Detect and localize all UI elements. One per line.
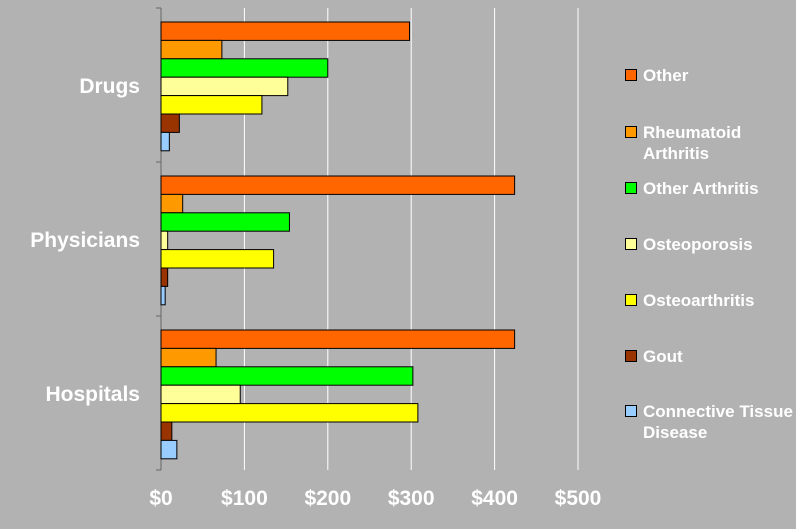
legend-item-other: Other (625, 65, 688, 86)
legend-swatch-rheumatoid-arthritis (625, 126, 637, 138)
legend-label-other: Other (643, 66, 689, 85)
bar-drugs-gout (160, 113, 180, 133)
bar-hospitals-osteoarthritis (160, 403, 419, 423)
legend-item-gout: Gout (625, 346, 683, 367)
bar-hospitals-other-arthritis (160, 366, 414, 386)
bar-drugs-connective-tissue-disease (160, 131, 170, 152)
legend-swatch-osteoarthritis (625, 294, 637, 306)
category-label-physicians: Physicians (30, 229, 140, 252)
x-tick-label: $300 (388, 487, 435, 510)
legend-label-osteoarthritis: Osteoarthritis (643, 291, 755, 310)
bar-drugs-osteoarthritis (160, 95, 263, 115)
legend-swatch-osteoporosis (625, 238, 637, 250)
category-label-hospitals: Hospitals (45, 383, 140, 406)
legend-item-connective-tissue-disease: Connective Tissue Disease (625, 401, 796, 443)
bar-drugs-other-arthritis (160, 58, 329, 78)
bar-hospitals-other (160, 329, 516, 349)
legend: Other Rheumatoid Arthritis Other Arthrit… (625, 0, 796, 529)
bar-hospitals-gout (160, 421, 173, 441)
bar-hospitals-osteoporosis (160, 384, 241, 405)
bar-physicians-gout (160, 267, 169, 287)
legend-item-other-arthritis: Other Arthritis (625, 178, 759, 199)
category-label-drugs: Drugs (79, 75, 140, 98)
legend-item-rheumatoid-arthritis: Rheumatoid Arthritis (625, 122, 773, 164)
x-tick-label: $0 (149, 487, 172, 510)
bar-drugs-rheumatoid-arthritis (160, 39, 223, 60)
legend-label-connective-tissue-disease: Connective Tissue Disease (643, 402, 793, 442)
bar-drugs-other (160, 21, 411, 41)
bar-hospitals-rheumatoid-arthritis (160, 347, 217, 368)
bar-physicians-other (160, 175, 516, 195)
legend-label-gout: Gout (643, 347, 683, 366)
legend-swatch-gout (625, 350, 637, 362)
legend-swatch-other (625, 69, 637, 81)
bar-hospitals-connective-tissue-disease (160, 439, 178, 460)
legend-label-osteoporosis: Osteoporosis (643, 235, 753, 254)
bar-physicians-other-arthritis (160, 212, 290, 232)
x-tick-label: $400 (471, 487, 518, 510)
x-tick-label: $200 (304, 487, 351, 510)
legend-item-osteoporosis: Osteoporosis (625, 234, 753, 255)
legend-label-rheumatoid-arthritis: Rheumatoid Arthritis (643, 123, 742, 163)
legend-label-other-arthritis: Other Arthritis (643, 179, 759, 198)
bar-drugs-osteoporosis (160, 76, 289, 97)
bar-physicians-osteoporosis (160, 230, 169, 251)
bar-physicians-rheumatoid-arthritis (160, 193, 184, 214)
bar-physicians-connective-tissue-disease (160, 285, 166, 306)
legend-swatch-other-arthritis (625, 182, 637, 194)
x-tick-label: $100 (221, 487, 268, 510)
legend-item-osteoarthritis: Osteoarthritis (625, 290, 754, 311)
x-tick-label: $500 (555, 487, 602, 510)
bar-physicians-osteoarthritis (160, 249, 275, 269)
legend-swatch-connective-tissue-disease (625, 405, 637, 417)
